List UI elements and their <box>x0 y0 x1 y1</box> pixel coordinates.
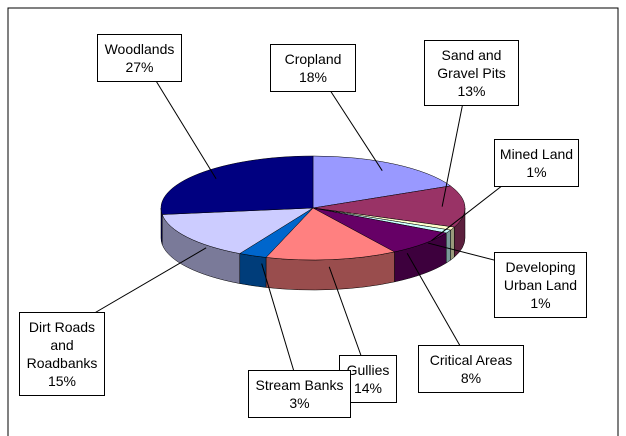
slice <box>161 207 314 254</box>
slice-side <box>445 229 451 264</box>
data-label: Sand and Gravel Pits 13% <box>424 40 519 106</box>
value-label: 14% <box>353 380 383 396</box>
data-label: Cropland 18% <box>270 44 356 92</box>
value-label: 15% <box>47 373 77 389</box>
slice <box>160 155 314 215</box>
value-label: 3% <box>289 395 310 411</box>
category-label: Sand and Gravel Pits <box>437 47 506 81</box>
category-label: Critical Areas <box>429 352 513 368</box>
category-label: Cropland <box>284 51 342 67</box>
data-label: Stream Banks 3% <box>248 370 351 418</box>
category-label: Stream Banks <box>255 377 344 393</box>
value-label: 8% <box>460 370 482 386</box>
slice <box>265 207 396 261</box>
value-label: 18% <box>298 69 328 85</box>
data-label: Mined Land 1% <box>494 139 579 187</box>
frame <box>7 7 619 436</box>
category-label: Woodlands <box>104 41 175 57</box>
value-label: 1% <box>530 295 551 311</box>
value-label: 27% <box>125 59 154 75</box>
slice-side <box>450 226 455 261</box>
category-label: Dirt Roads and Roadbanks <box>26 319 98 371</box>
slice-side <box>239 253 267 288</box>
data-label: Woodlands 27% <box>97 34 182 82</box>
data-label: Developing Urban Land 1% <box>494 252 587 318</box>
data-label: Critical Areas 8% <box>418 345 524 393</box>
value-label: 1% <box>526 164 547 180</box>
category-label: Developing Urban Land <box>503 259 578 293</box>
leader-line <box>261 263 300 391</box>
value-label: 13% <box>457 83 486 99</box>
category-label: Gullies <box>346 362 390 378</box>
slice <box>312 155 452 209</box>
category-label: Mined Land <box>499 146 574 162</box>
slice <box>312 185 466 228</box>
data-label: Dirt Roads and Roadbanks 15% <box>19 312 105 396</box>
